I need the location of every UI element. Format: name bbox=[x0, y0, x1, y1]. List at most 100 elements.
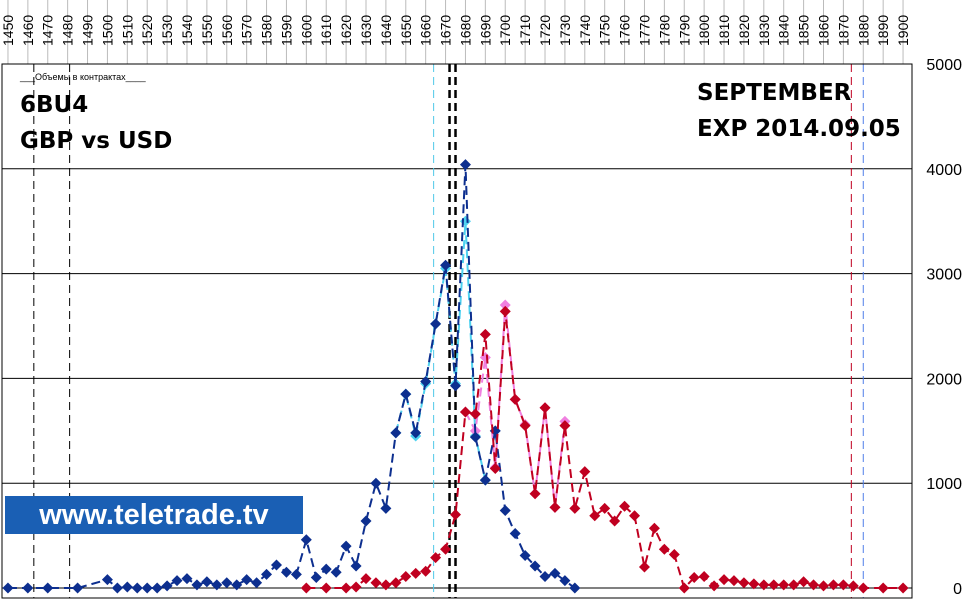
data-point bbox=[599, 502, 611, 514]
subtitle: ___Объемы в контрактах____ bbox=[19, 72, 147, 82]
data-point bbox=[589, 510, 601, 522]
data-point bbox=[837, 579, 849, 591]
data-point bbox=[300, 582, 312, 594]
data-point bbox=[579, 466, 591, 478]
data-point bbox=[847, 580, 859, 592]
data-point bbox=[221, 577, 233, 589]
x-tick-label: 1900 bbox=[895, 15, 911, 46]
data-point bbox=[469, 431, 481, 443]
data-point bbox=[569, 502, 581, 514]
data-point bbox=[559, 420, 571, 432]
x-tick-label: 1540 bbox=[179, 15, 195, 46]
data-point bbox=[350, 581, 362, 593]
data-point bbox=[529, 488, 541, 500]
x-tick-label: 1730 bbox=[557, 15, 573, 46]
data-point bbox=[370, 577, 382, 589]
data-point bbox=[758, 579, 770, 591]
data-point bbox=[668, 548, 680, 560]
data-point bbox=[708, 580, 720, 592]
data-point bbox=[420, 376, 432, 388]
data-point bbox=[509, 393, 521, 405]
data-point bbox=[857, 582, 869, 594]
data-point bbox=[459, 406, 471, 418]
x-tick-label: 1660 bbox=[418, 15, 434, 46]
x-tick-label: 1570 bbox=[239, 15, 255, 46]
data-point bbox=[2, 582, 14, 594]
data-point bbox=[728, 575, 740, 587]
x-tick-label: 1520 bbox=[139, 15, 155, 46]
watermark-box bbox=[5, 496, 303, 534]
x-tick-label: 1800 bbox=[696, 15, 712, 46]
data-point bbox=[698, 570, 710, 582]
x-tick-label: 1710 bbox=[517, 15, 533, 46]
data-point bbox=[440, 543, 452, 555]
x-tick-label: 1720 bbox=[537, 15, 553, 46]
data-point bbox=[827, 579, 839, 591]
data-point bbox=[320, 582, 332, 594]
data-point bbox=[131, 582, 143, 594]
x-tick-label: 1620 bbox=[338, 15, 354, 46]
data-point bbox=[539, 570, 551, 582]
y-tick-label: 4000 bbox=[926, 162, 962, 179]
data-point bbox=[718, 574, 730, 586]
data-point bbox=[529, 560, 541, 572]
data-point bbox=[658, 543, 670, 555]
data-point bbox=[748, 578, 760, 590]
data-point bbox=[360, 515, 372, 527]
data-point bbox=[320, 563, 332, 575]
data-point bbox=[678, 582, 690, 594]
data-point bbox=[609, 515, 621, 527]
data-point bbox=[22, 582, 34, 594]
data-point bbox=[410, 427, 422, 439]
data-point bbox=[450, 509, 462, 521]
data-point bbox=[390, 577, 402, 589]
data-point bbox=[350, 560, 362, 572]
data-point bbox=[310, 572, 322, 584]
x-tick-label: 1760 bbox=[617, 15, 633, 46]
data-point bbox=[479, 474, 491, 486]
annotation: EXP 2014.09.05 bbox=[697, 116, 901, 142]
data-point bbox=[141, 582, 153, 594]
x-tick-label: 1700 bbox=[497, 15, 513, 46]
data-point bbox=[629, 510, 641, 522]
x-tick-label: 1830 bbox=[756, 15, 772, 46]
data-point bbox=[181, 573, 193, 585]
data-point bbox=[469, 408, 481, 420]
data-point bbox=[768, 579, 780, 591]
data-point bbox=[400, 388, 412, 400]
x-tick-label: 1600 bbox=[298, 15, 314, 46]
data-point bbox=[549, 501, 561, 513]
data-point bbox=[619, 500, 631, 512]
data-point bbox=[72, 582, 84, 594]
x-tick-label: 1680 bbox=[457, 15, 473, 46]
data-point bbox=[270, 559, 282, 571]
data-point bbox=[440, 259, 452, 271]
y-tick-label: 1000 bbox=[926, 476, 962, 493]
x-tick-label: 1750 bbox=[597, 15, 613, 46]
data-point bbox=[459, 159, 471, 171]
data-point bbox=[788, 579, 800, 591]
data-point bbox=[430, 318, 442, 330]
x-tick-label: 1890 bbox=[875, 15, 891, 46]
x-tick-label: 1850 bbox=[796, 15, 812, 46]
title: 6BU4 bbox=[20, 92, 88, 118]
x-tick-label: 1670 bbox=[438, 15, 454, 46]
y-tick-label: 3000 bbox=[926, 267, 962, 284]
data-point bbox=[280, 566, 292, 578]
data-point bbox=[300, 534, 312, 546]
data-point bbox=[489, 463, 501, 475]
data-point bbox=[648, 522, 660, 534]
x-tick-label: 1630 bbox=[358, 15, 374, 46]
x-tick-label: 1480 bbox=[60, 15, 76, 46]
data-point bbox=[877, 582, 889, 594]
x-tick-label: 1470 bbox=[40, 15, 56, 46]
data-point bbox=[161, 580, 173, 592]
data-point bbox=[261, 568, 273, 580]
data-point bbox=[450, 380, 462, 392]
x-tick-label: 1450 bbox=[0, 15, 16, 46]
data-point bbox=[191, 579, 203, 591]
data-point bbox=[479, 328, 491, 340]
data-point bbox=[430, 552, 442, 564]
data-point bbox=[509, 528, 521, 540]
